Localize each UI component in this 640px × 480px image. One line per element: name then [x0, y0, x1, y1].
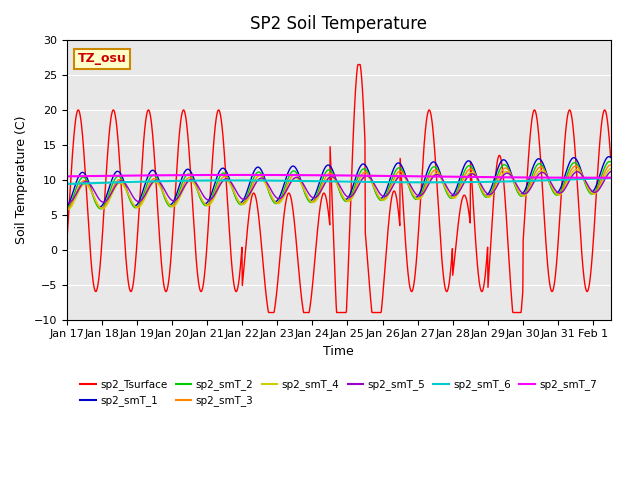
sp2_smT_5 — [372, 185, 380, 191]
sp2_Tsurface — [265, 310, 273, 315]
Text: TZ_osu: TZ_osu — [77, 52, 126, 65]
X-axis label: Time: Time — [323, 345, 354, 358]
sp2_smT_1 — [607, 155, 614, 160]
Line: sp2_smT_4: sp2_smT_4 — [67, 168, 611, 210]
sp2_smT_2 — [105, 192, 113, 197]
sp2_smT_7 — [294, 172, 301, 178]
sp2_Tsurface — [294, 256, 301, 262]
sp2_smT_3 — [305, 196, 312, 202]
sp2_smT_4 — [63, 207, 71, 213]
sp2_smT_1 — [372, 190, 380, 196]
sp2_Tsurface — [305, 310, 313, 315]
sp2_smT_1 — [315, 182, 323, 188]
sp2_smT_4 — [607, 166, 614, 171]
sp2_Tsurface — [607, 154, 614, 160]
sp2_smT_1 — [105, 186, 113, 192]
sp2_smT_3 — [372, 189, 380, 195]
Line: sp2_smT_3: sp2_smT_3 — [67, 165, 611, 209]
Line: sp2_smT_5: sp2_smT_5 — [67, 171, 611, 203]
sp2_smT_2 — [305, 198, 312, 204]
sp2_smT_7 — [372, 173, 380, 179]
sp2_smT_7 — [589, 175, 597, 180]
sp2_smT_4 — [305, 197, 313, 203]
sp2_smT_7 — [127, 173, 135, 179]
sp2_smT_5 — [65, 200, 72, 206]
Line: sp2_Tsurface: sp2_Tsurface — [67, 64, 611, 312]
sp2_Tsurface — [105, 136, 113, 142]
sp2_smT_2 — [63, 207, 70, 213]
sp2_smT_6 — [315, 179, 323, 184]
Title: SP2 Soil Temperature: SP2 Soil Temperature — [250, 15, 427, 33]
sp2_Tsurface — [315, 215, 323, 220]
sp2_smT_3 — [607, 162, 614, 168]
sp2_smT_4 — [127, 198, 135, 204]
Line: sp2_smT_6: sp2_smT_6 — [67, 178, 611, 184]
sp2_smT_3 — [315, 191, 323, 197]
sp2_smT_4 — [105, 198, 113, 204]
sp2_smT_5 — [105, 194, 113, 200]
sp2_smT_1 — [127, 198, 135, 204]
sp2_smT_6 — [63, 181, 70, 187]
sp2_smT_7 — [239, 172, 246, 178]
Line: sp2_smT_1: sp2_smT_1 — [67, 156, 611, 207]
sp2_smT_7 — [607, 175, 614, 180]
sp2_smT_5 — [63, 200, 70, 205]
sp2_Tsurface — [127, 288, 135, 294]
Y-axis label: Soil Temperature (C): Soil Temperature (C) — [15, 116, 28, 244]
sp2_smT_6 — [607, 175, 614, 181]
sp2_smT_4 — [294, 176, 301, 182]
sp2_Tsurface — [63, 241, 70, 247]
sp2_smT_1 — [305, 197, 312, 203]
sp2_smT_7 — [105, 173, 113, 179]
sp2_smT_1 — [605, 154, 612, 159]
sp2_smT_2 — [605, 158, 613, 164]
sp2_smT_2 — [315, 188, 323, 193]
sp2_smT_6 — [305, 178, 312, 184]
sp2_smT_7 — [63, 173, 70, 179]
sp2_smT_3 — [63, 206, 70, 212]
sp2_smT_2 — [372, 191, 380, 197]
sp2_smT_1 — [63, 204, 70, 210]
sp2_smT_6 — [372, 179, 380, 185]
sp2_smT_5 — [127, 191, 135, 197]
sp2_Tsurface — [354, 61, 362, 67]
sp2_smT_1 — [294, 168, 301, 174]
sp2_smT_3 — [294, 173, 301, 179]
sp2_smT_6 — [105, 180, 113, 185]
Legend: sp2_Tsurface, sp2_smT_1, sp2_smT_2, sp2_smT_3, sp2_smT_4, sp2_smT_5, sp2_smT_6, : sp2_Tsurface, sp2_smT_1, sp2_smT_2, sp2_… — [76, 375, 601, 410]
sp2_smT_3 — [105, 195, 113, 201]
sp2_smT_2 — [294, 171, 301, 177]
sp2_smT_5 — [305, 191, 313, 197]
sp2_smT_5 — [315, 192, 323, 197]
sp2_smT_6 — [294, 178, 301, 184]
sp2_Tsurface — [373, 310, 381, 315]
sp2_smT_5 — [607, 168, 614, 174]
Line: sp2_smT_2: sp2_smT_2 — [67, 161, 611, 210]
sp2_smT_4 — [63, 207, 70, 213]
sp2_smT_4 — [315, 193, 323, 199]
sp2_smT_2 — [127, 199, 135, 205]
sp2_smT_7 — [315, 172, 323, 178]
Line: sp2_smT_7: sp2_smT_7 — [67, 175, 611, 178]
sp2_smT_7 — [305, 172, 313, 178]
sp2_smT_4 — [372, 190, 380, 195]
sp2_smT_5 — [294, 175, 301, 180]
sp2_smT_6 — [127, 179, 135, 185]
sp2_smT_2 — [607, 159, 614, 165]
sp2_smT_3 — [127, 197, 135, 203]
